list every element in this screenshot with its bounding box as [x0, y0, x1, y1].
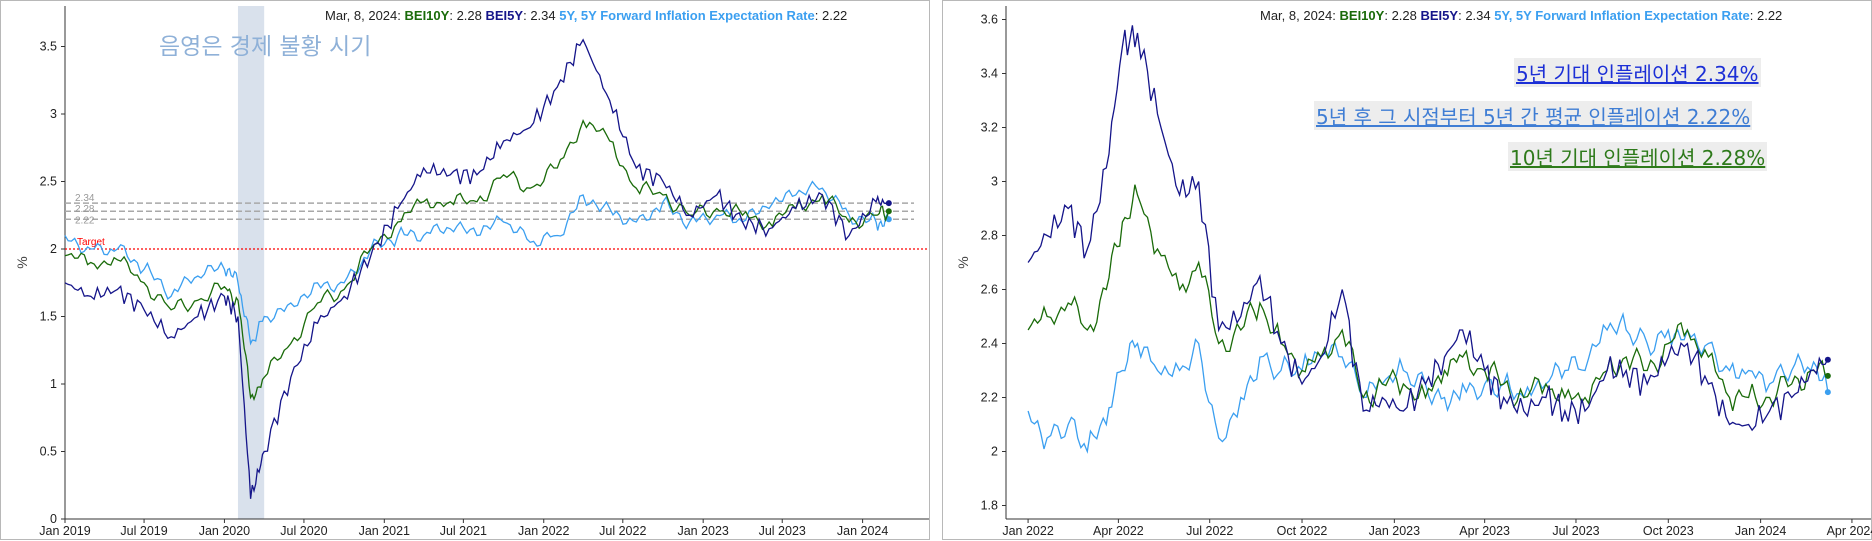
annotation-10y-expectation: 10년 기대 인플레이션 2.28%	[1508, 142, 1768, 171]
y-tick-label: 3.2	[981, 121, 998, 135]
bei10y-legend-value: 2.28	[1391, 8, 1417, 23]
fw-legend-label: 5Y, 5Y Forward Inflation Expectation Rat…	[559, 8, 815, 23]
x-tick-label: Jan 2023	[677, 524, 728, 538]
bei10y-line	[64, 119, 890, 402]
bei10y-legend-label: BEI10Y	[404, 8, 450, 23]
chart-header: Mar, 8, 2024: BEI10Y: 2.28 BEI5Y: 2.34 5…	[1260, 8, 1783, 23]
x-tick-label: Oct 2023	[1643, 524, 1694, 538]
fw-last-point	[1824, 389, 1831, 396]
bei5y-line	[1027, 25, 1829, 432]
x-tick-label: Jan 2020	[199, 524, 250, 538]
x-tick-label: Oct 2022	[1277, 524, 1328, 538]
x-tick-label: Apr 2023	[1459, 524, 1510, 538]
y-axis-title: %	[14, 256, 30, 268]
x-tick-label: Jan 2022	[518, 524, 569, 538]
left-chart-panel: 0 0.5 1 1.5 2 2.5 3 3.5 Jan 2019 Jul 2019 Jan 2020…	[0, 0, 930, 540]
recession-note: 음영은 경제 불황 시기	[159, 34, 372, 60]
x-tick-label: Apr 2024	[1827, 524, 1872, 538]
fw-line	[64, 180, 890, 346]
fw-last-point	[885, 216, 892, 223]
x-tick-label: Jan 2019	[39, 524, 90, 538]
reference-label: 2.28	[75, 204, 95, 215]
x-tick-label: Apr 2022	[1093, 524, 1144, 538]
reference-label: 2.34	[75, 193, 95, 204]
header-date: Mar, 8, 2024	[1260, 8, 1333, 23]
annotation-5y5y-forward: 5년 후 그 시점부터 5년 간 평균 인플레이션 2.22%	[1314, 101, 1753, 130]
fw-legend-label: 5Y, 5Y Forward Inflation Expectation Rat…	[1494, 8, 1750, 23]
right-chart-panel: 1.8 2 2.2 2.4 2.6 2.8 3 3.2 3.4 3.6 Jan 2022 Apr 20…	[942, 0, 1872, 540]
fw-legend-value: 2.22	[1756, 8, 1783, 23]
x-tick-label: Jul 2023	[759, 524, 806, 538]
fw-legend-value: 2.22	[821, 8, 848, 23]
bei10y-line	[1027, 184, 1829, 411]
x-tick-label: Jul 2022	[1186, 524, 1233, 538]
bei10y-last-point	[1824, 372, 1831, 379]
y-tick-label: 2	[50, 242, 57, 256]
y-tick-label: 2	[991, 445, 998, 459]
bei5y-last-point	[1824, 356, 1831, 363]
y-tick-label: 2.2	[981, 391, 998, 405]
left-chart: 0 0.5 1 1.5 2 2.5 3 3.5 Jan 2019 Jul 2019 Jan 2020…	[14, 6, 929, 538]
bei5y-legend-label: BEI5Y	[1420, 8, 1459, 23]
bei5y-legend-label: BEI5Y	[485, 8, 524, 23]
x-tick-label: Jan 2021	[359, 524, 410, 538]
x-tick-label: Jul 2023	[1552, 524, 1599, 538]
bei5y-legend-value: 2.34	[1465, 8, 1491, 23]
header-date: Mar, 8, 2024	[325, 8, 398, 23]
y-tick-label: 2.5	[40, 175, 57, 189]
y-tick-label: 3.4	[981, 67, 998, 81]
y-axis-title: %	[955, 256, 971, 268]
y-tick-label: 2.8	[981, 229, 998, 243]
y-tick-label: 1	[50, 377, 57, 391]
x-tick-label: Jul 2021	[440, 524, 487, 538]
bei5y-last-point	[885, 200, 892, 207]
annotation-5y-expectation: 5년 기대 인플레이션 2.34%	[1514, 58, 1761, 87]
recession-band	[237, 6, 265, 519]
bei5y-legend-value: 2.34	[530, 8, 556, 23]
right-chart: 1.8 2 2.2 2.4 2.6 2.8 3 3.2 3.4 3.6 Jan 2022 Apr 20…	[955, 6, 1872, 538]
x-tick-label: Jul 2022	[599, 524, 646, 538]
target-label: Target	[77, 237, 105, 248]
x-tick-label: Jul 2019	[120, 524, 167, 538]
y-tick-label: 3	[991, 175, 998, 189]
bei5y-line	[64, 38, 889, 499]
y-tick-label: 3.6	[981, 13, 998, 27]
y-tick-label: 2.4	[981, 337, 998, 351]
bei10y-last-point	[885, 208, 892, 215]
y-tick-label: 1.8	[981, 499, 998, 513]
y-tick-label: 1.5	[40, 310, 57, 324]
x-tick-label: Jan 2022	[1002, 524, 1053, 538]
x-tick-label: Jan 2024	[837, 524, 888, 538]
y-tick-label: 0.5	[40, 445, 57, 459]
reference-label: 2.22	[75, 215, 95, 226]
x-tick-label: Jan 2024	[1735, 524, 1786, 538]
bei10y-legend-value: 2.28	[456, 8, 482, 23]
bei10y-legend-label: BEI10Y	[1339, 8, 1385, 23]
y-tick-label: 0	[50, 512, 57, 526]
x-tick-label: Jul 2020	[280, 524, 327, 538]
y-tick-label: 2.6	[981, 283, 998, 297]
y-tick-label: 3	[50, 107, 57, 121]
y-tick-label: 3.5	[40, 40, 57, 54]
chart-header: Mar, 8, 2024: BEI10Y: 2.28 BEI5Y: 2.34 5…	[325, 8, 848, 23]
x-tick-label: Jan 2023	[1369, 524, 1420, 538]
